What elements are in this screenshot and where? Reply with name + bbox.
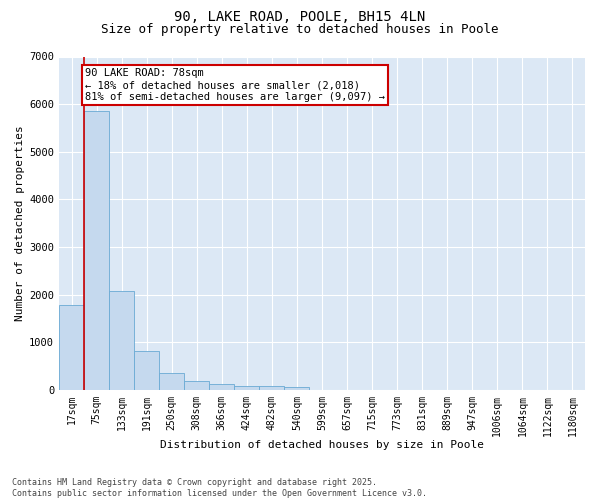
Text: 90, LAKE ROAD, POOLE, BH15 4LN: 90, LAKE ROAD, POOLE, BH15 4LN [175, 10, 425, 24]
X-axis label: Distribution of detached houses by size in Poole: Distribution of detached houses by size … [160, 440, 484, 450]
Bar [59, 305, 84, 390]
Bar [109, 291, 134, 390]
Text: Contains HM Land Registry data © Crown copyright and database right 2025.
Contai: Contains HM Land Registry data © Crown c… [12, 478, 427, 498]
Y-axis label: Number of detached properties: Number of detached properties [15, 126, 25, 321]
Bar [284, 387, 310, 390]
Text: 90 LAKE ROAD: 78sqm
← 18% of detached houses are smaller (2,018)
81% of semi-det: 90 LAKE ROAD: 78sqm ← 18% of detached ho… [85, 68, 385, 102]
Text: Size of property relative to detached houses in Poole: Size of property relative to detached ho… [101, 22, 499, 36]
Bar [159, 373, 184, 390]
Bar [184, 381, 209, 390]
Bar [235, 386, 259, 390]
Bar [84, 112, 109, 390]
Bar [134, 351, 159, 390]
Bar [209, 384, 235, 390]
Bar [259, 386, 284, 390]
